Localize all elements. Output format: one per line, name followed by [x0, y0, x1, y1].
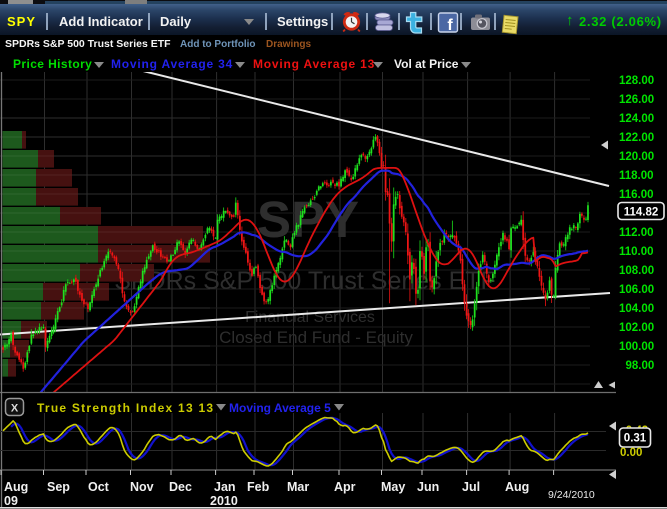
svg-text:110.00: 110.00 [619, 246, 654, 258]
svg-text:Closed End Fund - Equity: Closed End Fund - Equity [219, 328, 413, 347]
svg-text:Feb: Feb [247, 480, 270, 494]
svg-text:2010: 2010 [210, 494, 238, 508]
svg-text:Jul: Jul [462, 480, 480, 494]
svg-text:126.00: 126.00 [619, 94, 654, 106]
svg-text:May: May [381, 480, 405, 494]
svg-text:X: X [11, 403, 19, 415]
svg-text:09: 09 [4, 494, 18, 508]
svg-text:104.00: 104.00 [619, 303, 654, 315]
svg-text:Financial Services: Financial Services [245, 309, 375, 326]
svg-text:112.00: 112.00 [619, 227, 654, 239]
svg-text:128.00: 128.00 [619, 75, 654, 87]
svg-text:Dec: Dec [169, 480, 192, 494]
svg-text:SPY: SPY [257, 191, 359, 248]
svg-text:114.82: 114.82 [624, 207, 659, 219]
svg-text:100.00: 100.00 [619, 341, 654, 353]
svg-text:Aug: Aug [4, 480, 28, 494]
svg-text:Aug: Aug [505, 480, 529, 494]
svg-text:98.00: 98.00 [626, 360, 655, 372]
svg-text:f: f [447, 17, 453, 34]
svg-text:Oct: Oct [88, 480, 110, 494]
svg-text:108.00: 108.00 [619, 265, 654, 277]
svg-text:106.00: 106.00 [619, 284, 654, 296]
svg-text:9/24/2010: 9/24/2010 [548, 489, 595, 501]
svg-text:120.00: 120.00 [619, 151, 654, 163]
svg-text:118.00: 118.00 [619, 170, 654, 182]
svg-text:0.31: 0.31 [624, 433, 647, 445]
svg-text:Sep: Sep [47, 480, 70, 494]
svg-text:102.00: 102.00 [619, 322, 654, 334]
svg-text:116.00: 116.00 [619, 189, 654, 201]
svg-text:124.00: 124.00 [619, 113, 654, 125]
svg-text:Jan: Jan [214, 480, 236, 494]
svg-text:Moving Average 5: Moving Average 5 [229, 401, 331, 415]
svg-text:Apr: Apr [334, 480, 356, 494]
svg-text:122.00: 122.00 [619, 132, 654, 144]
svg-text:Mar: Mar [287, 480, 309, 494]
svg-text:True Strength Index 13 13: True Strength Index 13 13 [37, 401, 214, 415]
svg-text:Jun: Jun [417, 480, 439, 494]
svg-text:Nov: Nov [130, 480, 154, 494]
svg-text:0.00: 0.00 [620, 447, 642, 459]
